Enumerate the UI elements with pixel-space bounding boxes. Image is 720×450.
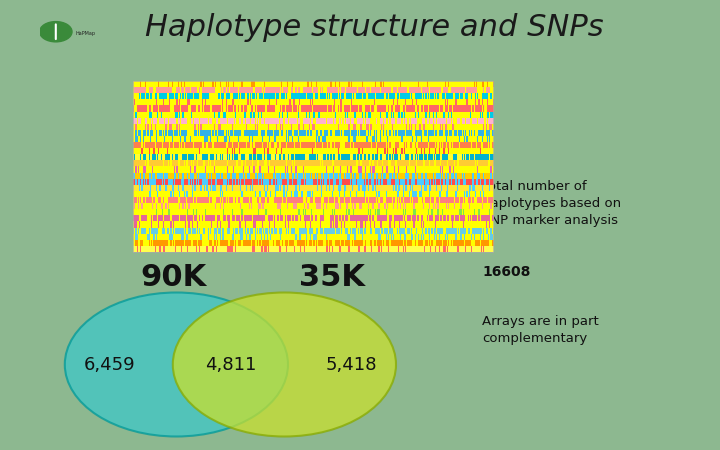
Text: Arrays are in part
complementary: Arrays are in part complementary xyxy=(482,315,599,345)
Text: Haplotype structure and SNPs: Haplotype structure and SNPs xyxy=(145,14,603,42)
Text: HaPMap: HaPMap xyxy=(75,31,95,36)
Ellipse shape xyxy=(173,292,396,436)
Ellipse shape xyxy=(65,292,288,436)
Text: 6,459: 6,459 xyxy=(84,356,135,373)
Circle shape xyxy=(40,22,72,42)
Text: 16608: 16608 xyxy=(482,266,531,279)
Text: 35K: 35K xyxy=(299,263,365,292)
Text: 4,811: 4,811 xyxy=(204,356,256,373)
Text: 90K: 90K xyxy=(140,263,207,292)
Text: 5,418: 5,418 xyxy=(325,356,377,373)
Text: Total number of
haplotypes based on
SNP marker analysis: Total number of haplotypes based on SNP … xyxy=(482,180,621,227)
